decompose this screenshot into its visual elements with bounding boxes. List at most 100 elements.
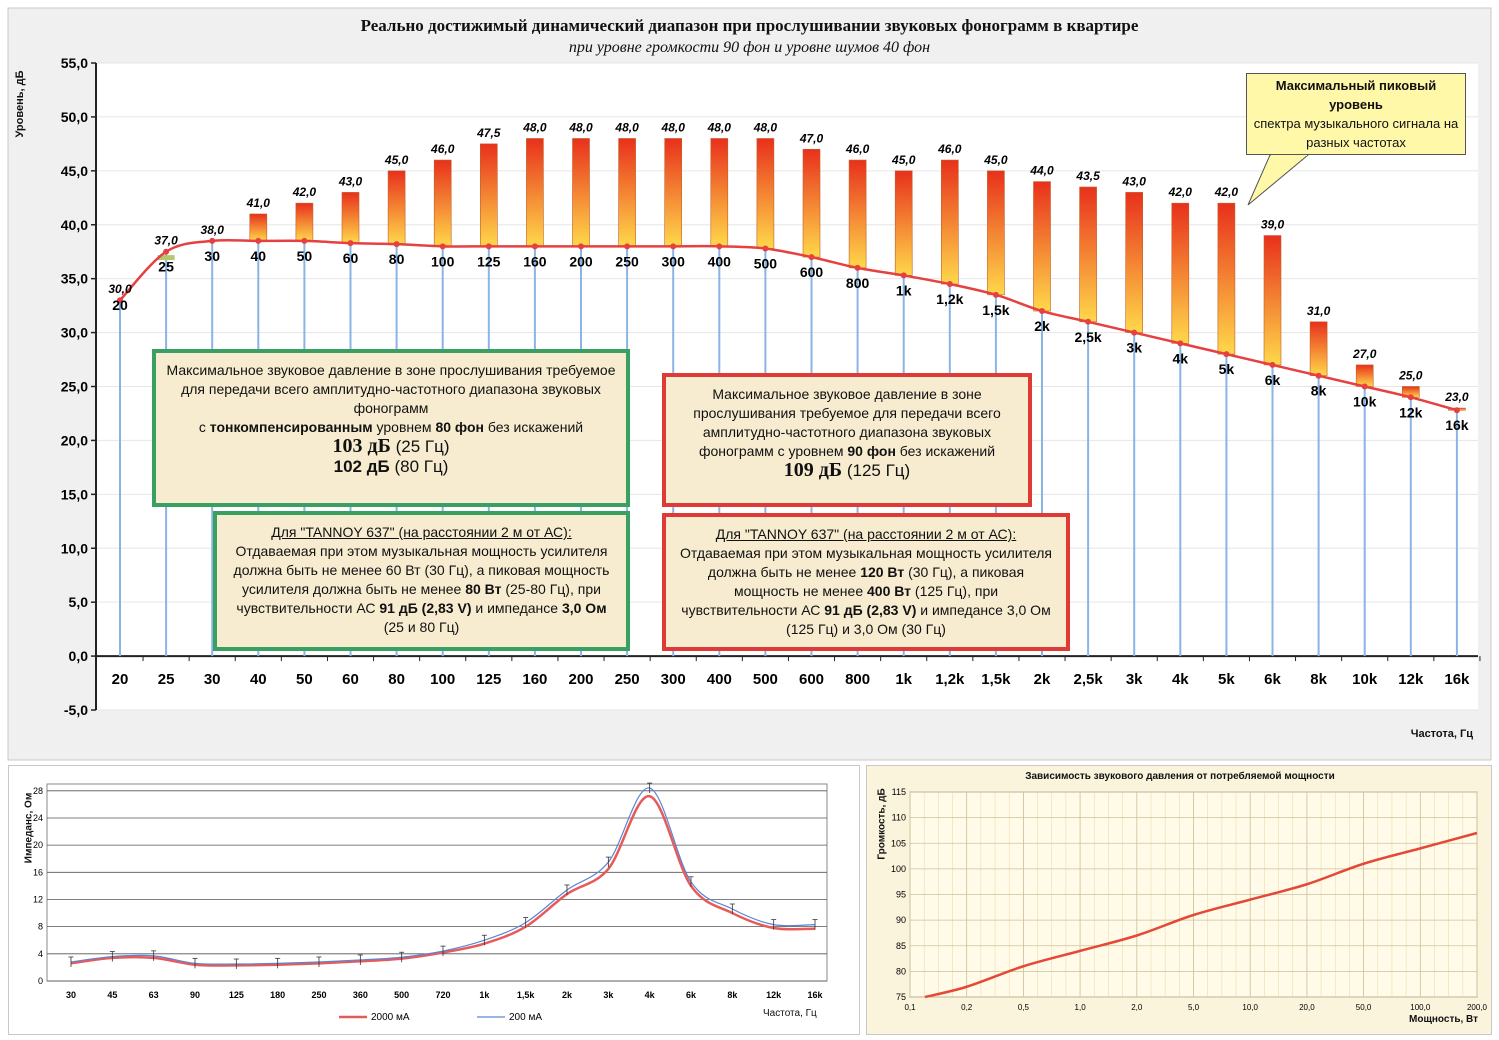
level-bar (479, 143, 498, 247)
x-category-label: 125 (476, 671, 501, 688)
x-category-label: 500 (753, 671, 778, 688)
level-bar (710, 138, 729, 247)
value-label: 25,0 (1398, 369, 1423, 383)
x-category-label: 100 (430, 671, 455, 688)
red-tannoy-note: Для "TANNOY 637" (на расстоянии 2 м от А… (662, 513, 1070, 651)
y-tick-label: 35,0 (61, 271, 88, 287)
curve-point (1361, 383, 1368, 390)
red-note-value: 109 дБ (125 Гц) (783, 459, 911, 481)
chart-subtitle: при уровне громкости 90 фон и уровне шум… (568, 39, 931, 56)
impedance-chart-panel: 28 24 20 16 12 8 4 0 30 45 63 90 125 180 250 360 500 720 1… (8, 765, 860, 1035)
green-tannoy-head: Для "TANNOY 637" (на расстоянии 2 м от А… (271, 524, 572, 540)
impedance-plot-area (46, 783, 828, 982)
level-bar (664, 138, 683, 247)
plot-category-label: 25 (158, 259, 174, 275)
y-tick-label: 40,0 (61, 217, 88, 233)
impedance-x-tick: 3k (603, 990, 614, 1000)
impedance-y-tick: 4 (38, 949, 43, 959)
curve-point (578, 243, 584, 250)
value-label: 39,0 (1261, 218, 1285, 232)
curve-point (1453, 407, 1460, 414)
spl-x-tick: 0,1 (904, 1003, 916, 1012)
x-category-label: 10k (1352, 671, 1378, 688)
x-category-label: 5k (1218, 671, 1235, 688)
plot-category-label: 8k (1311, 383, 1327, 399)
impedance-x-tick: 90 (190, 990, 200, 1000)
impedance-y-tick: 24 (33, 813, 43, 823)
level-bar (157, 255, 175, 261)
green-note-value2: 102 дБ (80 Гц) (333, 457, 449, 476)
plot-category-label: 10k (1353, 394, 1377, 410)
green-note-line2: с тонкомпенсированным уровнем 80 фон без… (198, 419, 584, 435)
curve-point (439, 243, 446, 250)
value-label: 45,0 (384, 153, 409, 167)
curve-point (255, 237, 262, 244)
value-label: 30,0 (108, 282, 132, 296)
value-label: 23,0 (1444, 390, 1469, 404)
impedance-x-tick: 180 (270, 990, 285, 1000)
red-tannoy-text: Отдаваемая при этом музыкальная мощность… (680, 545, 1052, 637)
value-label: 47,0 (799, 131, 824, 145)
plot-category-label: 250 (615, 253, 639, 269)
x-category-label: 25 (158, 671, 175, 688)
impedance-chart: 28 24 20 16 12 8 4 0 30 45 63 90 125 180 250 360 500 720 1… (33, 782, 828, 1023)
spl-y-label: Громкость, дБ (876, 788, 888, 860)
impedance-x-tick: 63 (149, 990, 159, 1000)
plot-category-label: 4k (1173, 350, 1189, 366)
spl-x-tick: 20,0 (1299, 1003, 1315, 1012)
x-category-label: 1k (895, 671, 912, 688)
plot-category-label: 30 (204, 248, 220, 264)
curve-point (163, 248, 170, 255)
plot-category-label: 50 (297, 248, 313, 264)
impedance-x-tick: 125 (229, 990, 244, 1000)
x-category-label: 6k (1264, 671, 1281, 688)
curve-point (347, 240, 354, 247)
impedance-x-tick: 6k (686, 990, 697, 1000)
spl-x-tick: 2,0 (1131, 1003, 1143, 1012)
impedance-x-tick: 30 (66, 990, 76, 1000)
value-label: 48,0 (753, 120, 778, 134)
curve-point (854, 264, 861, 271)
impedance-x-tick: 720 (435, 990, 450, 1000)
impedance-x-tick: 12k (766, 990, 782, 1000)
value-label: 46,0 (845, 142, 870, 156)
plot-category-label: 800 (846, 275, 870, 291)
level-bar (618, 138, 636, 247)
curve-point (1407, 394, 1414, 401)
x-category-label: 40 (250, 671, 267, 688)
curve-point (716, 243, 723, 250)
y-tick-label: 0,0 (69, 648, 89, 664)
spl-y-tick: 75 (896, 992, 906, 1002)
x-category-label: 2k (1034, 671, 1051, 688)
curve-point (117, 297, 123, 304)
value-label: 47,5 (476, 126, 501, 140)
x-category-label: 16k (1444, 671, 1470, 688)
x-category-label: 30 (204, 671, 221, 688)
impedance-y-tick: 20 (33, 840, 43, 850)
plot-category-label: 80 (389, 251, 405, 267)
curve-point (1269, 361, 1276, 368)
level-bar (1355, 364, 1374, 387)
x-category-label: 600 (799, 671, 824, 688)
y-tick-label: 5,0 (69, 594, 89, 610)
value-label: 43,0 (338, 174, 363, 188)
impedance-x-tick: 250 (311, 990, 326, 1000)
spl-power-chart: 115 110 105 100 95 90 85 80 750,1 0,2 0,5 1,0 2,0 5,0… (891, 787, 1488, 1012)
value-label: 43,0 (1122, 174, 1147, 188)
curve-point (1131, 329, 1138, 336)
spl-y-tick: 115 (892, 787, 906, 797)
y-tick-label: 20,0 (61, 432, 88, 448)
spl-y-tick: 105 (891, 838, 906, 848)
x-category-label: 300 (661, 671, 686, 688)
spl-x-tick: 5,0 (1188, 1003, 1200, 1012)
green-tannoy-text: Отдаваемая при этом музыкальная мощность… (233, 543, 610, 635)
green-note-value1: 103 дБ (25 Гц) (332, 435, 450, 457)
curve-point (808, 254, 815, 261)
impedance-y-tick: 8 (38, 922, 43, 932)
x-category-label: 60 (342, 671, 359, 688)
plot-category-label: 5k (1219, 361, 1235, 377)
impedance-x-tick: 45 (107, 990, 117, 1000)
curve-point (301, 237, 308, 244)
x-category-label: 2,5k (1073, 671, 1103, 688)
x-category-label: 4k (1172, 671, 1189, 688)
